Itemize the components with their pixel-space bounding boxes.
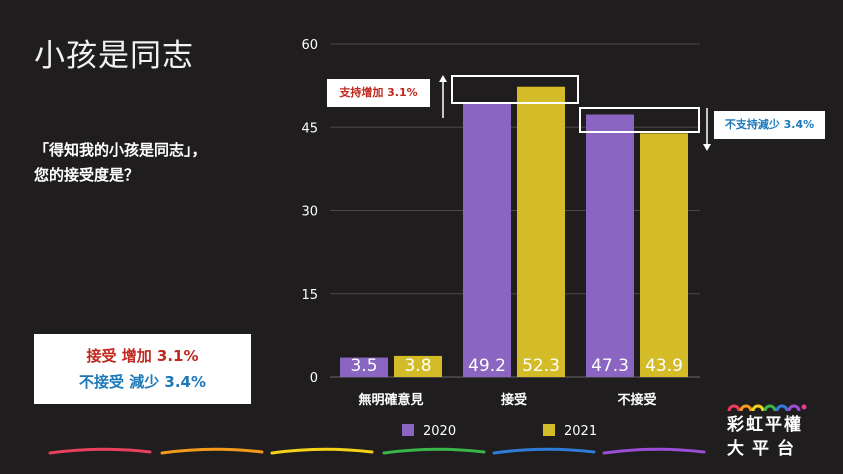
summary-accept-increase: 接受 增加 3.1% (86, 347, 199, 365)
highlight-box-reject (579, 107, 700, 133)
bar-2020 (340, 357, 388, 377)
callout-support-increase: 支持增加 3.1% (327, 79, 430, 107)
legend-swatch-2021 (543, 424, 555, 436)
up-arrow-icon (439, 75, 447, 82)
category-label: 無明確意見 (358, 392, 423, 408)
rainbow-stroke (48, 447, 152, 455)
category-label: 不接受 (617, 392, 656, 408)
data-label: 43.9 (645, 356, 683, 376)
rainbow-stroke (270, 447, 374, 455)
highlight-box-accept (451, 75, 579, 104)
legend-label: 2021 (564, 424, 597, 439)
data-label: 49.2 (468, 356, 506, 376)
bar-2020 (586, 114, 634, 378)
question-line-2: 您的接受度是？ (34, 166, 140, 184)
summary-reject-decrease: 不接受 減少 3.4% (78, 373, 207, 391)
data-label: 3.8 (404, 356, 431, 376)
bar-2021 (517, 86, 565, 378)
bar-2020 (463, 103, 511, 377)
data-label: 3.5 (350, 356, 377, 376)
callout-oppose-decrease: 不支持減少 3.4% (714, 111, 825, 139)
category-label: 接受 (501, 392, 527, 408)
down-arrow-icon (703, 144, 711, 151)
survey-question: 「得知我的小孩是同志」， 您的接受度是？ (34, 138, 207, 188)
page-title: 小孩是同志 (34, 38, 194, 74)
question-line-1: 「得知我的小孩是同志」， (34, 141, 207, 159)
rainbow-stroke (160, 447, 264, 455)
rainbow-arcs-icon (727, 404, 807, 412)
rainbow-stroke (602, 447, 706, 455)
legend-label: 2020 (423, 424, 456, 439)
rainbow-stroke (492, 447, 596, 455)
y-tick-label: 60 (301, 38, 318, 53)
bar-2021 (640, 133, 688, 377)
y-tick-label: 15 (301, 288, 318, 303)
bar-2021 (394, 355, 442, 377)
logo-text-line-1: 彩虹平權 (727, 415, 803, 435)
logo-text-line-2: 大平台 (727, 439, 802, 459)
y-tick-label: 45 (301, 121, 318, 136)
rainbow-platform-logo: 彩虹平權 大平台 (727, 398, 811, 459)
data-label: 47.3 (591, 356, 629, 376)
y-tick-label: 30 (301, 205, 318, 220)
rainbow-stroke (382, 447, 486, 455)
summary-box: 接受 增加 3.1% 不接受 減少 3.4% (34, 334, 251, 404)
legend-swatch-2020 (402, 424, 414, 436)
data-label: 52.3 (522, 356, 560, 376)
y-tick-label: 0 (310, 371, 318, 386)
